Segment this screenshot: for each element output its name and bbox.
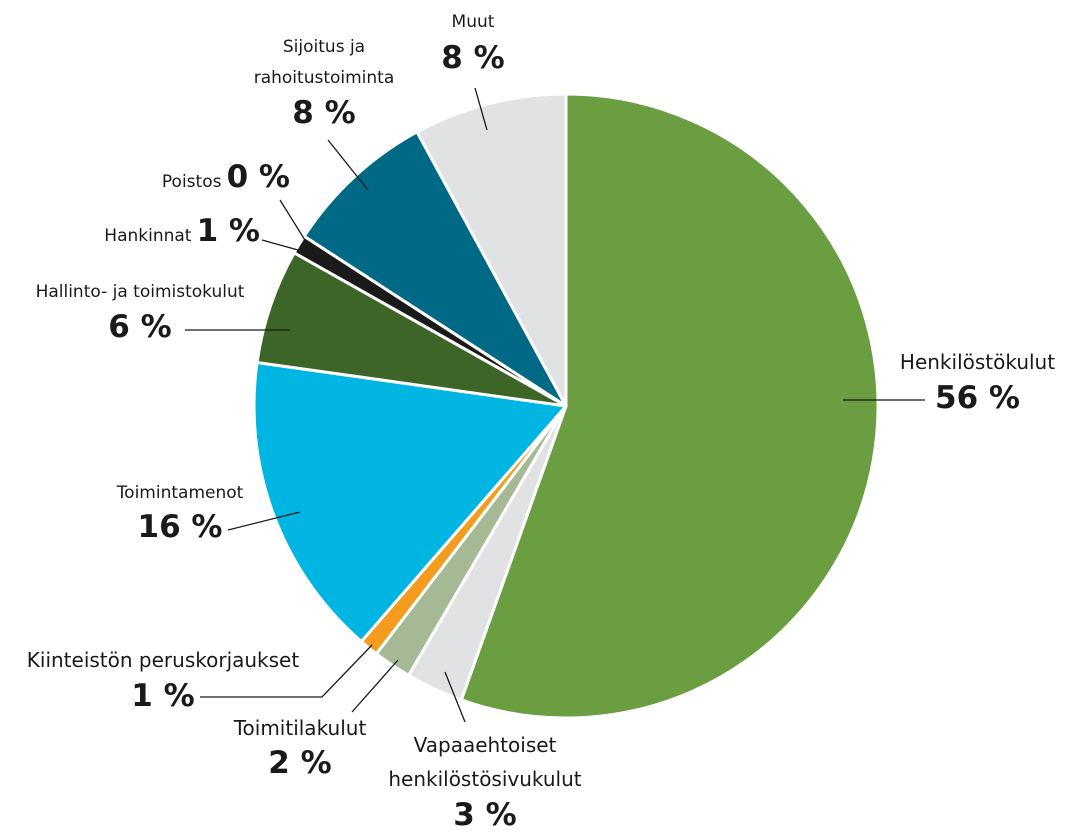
pie-slice (302, 130, 568, 408)
leader-line (444, 671, 466, 723)
leader-line (474, 87, 488, 131)
slice-label: Toimitilakulut 2 % (200, 712, 400, 782)
slice-label: Poistos 0 % (90, 158, 290, 202)
category-name: Sijoitus ja rahoitustoiminta (253, 37, 395, 88)
pie-slice (415, 92, 568, 408)
category-name: Kiinteistön peruskorjaukset (26, 648, 300, 672)
category-name: Poistos (161, 172, 222, 192)
value-label: 0 % (226, 159, 290, 195)
value-label: 8 % (441, 40, 505, 76)
slice-label: Hallinto- ja toimistokulut 6 % (10, 276, 270, 346)
value-label: 1 % (196, 213, 260, 249)
value-label: 1 % (131, 678, 195, 714)
category-name: Hankinnat (104, 226, 192, 246)
slice-label: Vapaaehtoiset henkilöstösivukulut 3 % (360, 728, 610, 834)
category-name: Hallinto- ja toimistokulut (35, 282, 245, 302)
slice-label: Hankinnat 1 % (40, 212, 260, 256)
slice-label: Henkilöstökulut 56 % (880, 345, 1075, 417)
value-label: 8 % (292, 95, 356, 131)
category-name: Muut (451, 12, 495, 32)
slice-label: Kiinteistön peruskorjaukset 1 % (3, 643, 323, 715)
leader-line (327, 139, 369, 191)
leader-line (200, 644, 373, 698)
value-label: 16 % (137, 509, 223, 545)
category-name: Vapaaehtoiset henkilöstösivukulut (388, 733, 582, 791)
value-label: 2 % (268, 745, 332, 781)
leader-line (351, 659, 399, 713)
leader-line (227, 511, 301, 531)
slice-label: Muut 8 % (398, 5, 548, 77)
value-label: 3 % (453, 797, 517, 833)
slice-label: Sijoitus ja rahoitustoiminta 8 % (224, 32, 424, 132)
pie-slice (459, 92, 880, 720)
slice-label: Toimintamenot 16 % (80, 478, 280, 546)
category-name: Henkilöstökulut (899, 350, 1056, 374)
value-label: 56 % (935, 380, 1020, 416)
value-label: 6 % (108, 309, 172, 345)
category-name: Toimitilakulut (233, 716, 367, 740)
leader-line (261, 239, 299, 251)
leader-line (279, 199, 309, 246)
category-name: Toimintamenot (116, 483, 244, 503)
pie-slice (252, 360, 568, 644)
